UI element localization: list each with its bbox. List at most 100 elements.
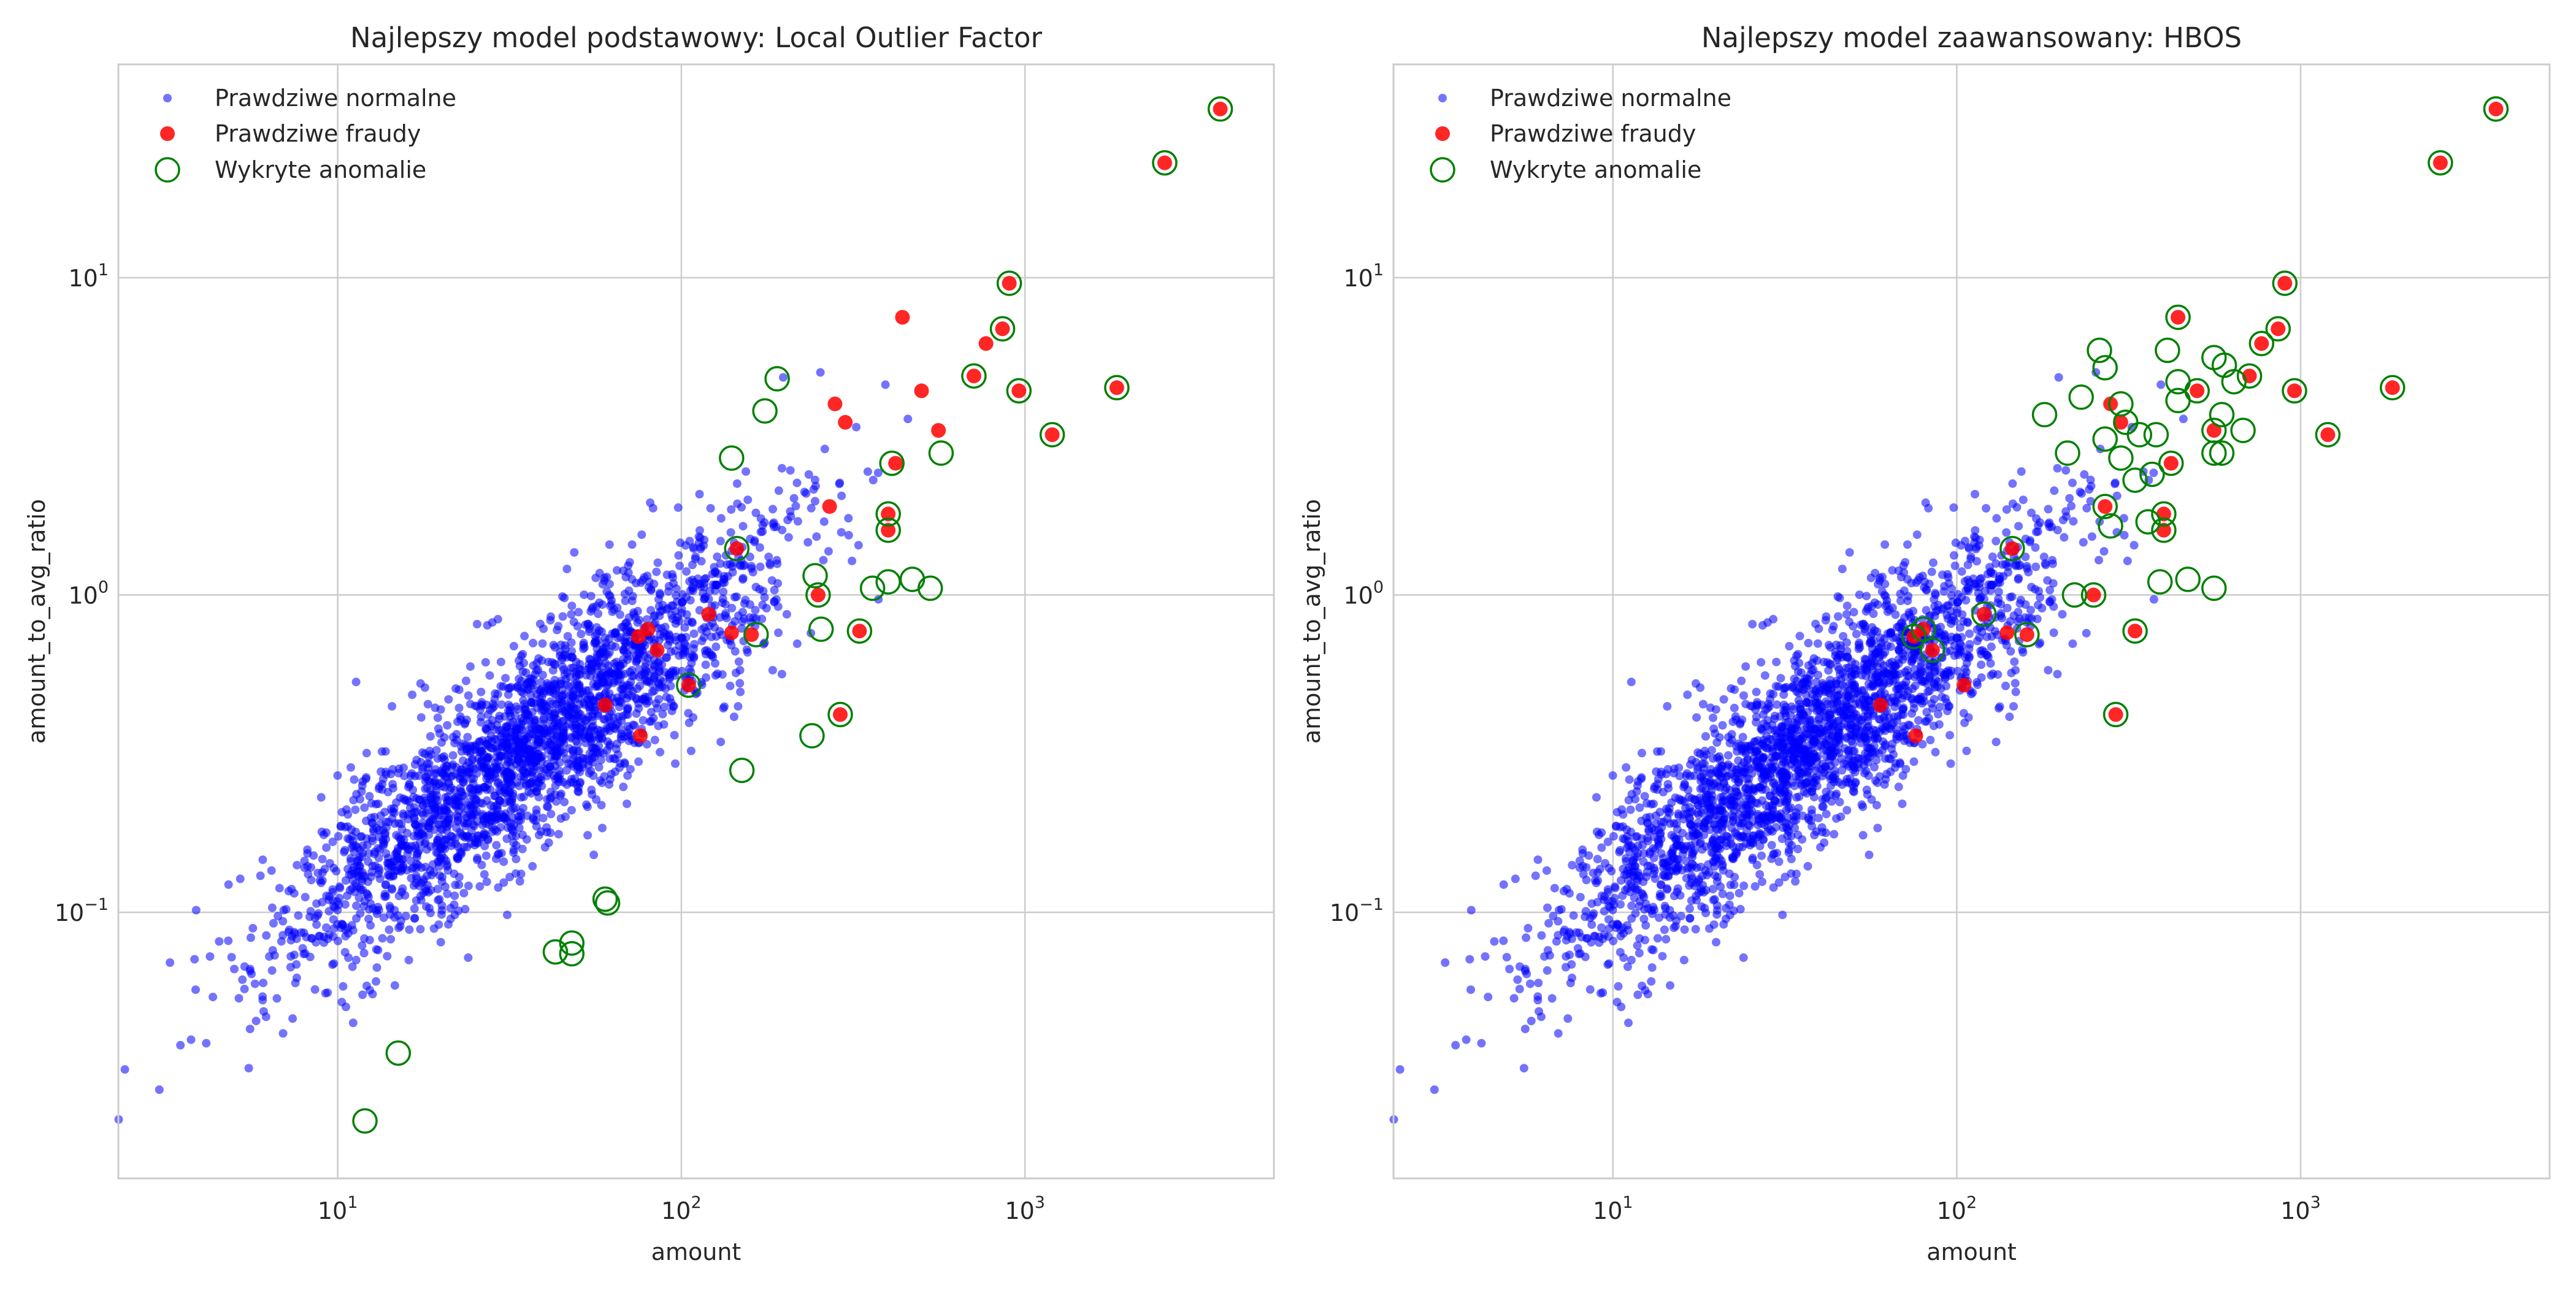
normal-point — [670, 731, 679, 739]
fraud-point — [827, 397, 842, 411]
normal-point — [1555, 906, 1563, 915]
normal-point — [1988, 670, 1997, 678]
normal-point — [2065, 494, 2074, 503]
normal-point — [756, 563, 765, 571]
normal-point — [1842, 610, 1851, 619]
normal-point — [558, 747, 566, 755]
normal-point — [301, 893, 310, 901]
normal-point — [373, 963, 381, 972]
normal-point — [608, 608, 616, 616]
normal-point — [567, 760, 576, 769]
normal-point — [626, 765, 635, 774]
normal-point — [1627, 901, 1636, 910]
normal-point — [1720, 814, 1728, 823]
normal-point — [628, 575, 637, 584]
normal-point — [1865, 771, 1873, 780]
normal-point — [1748, 620, 1757, 628]
normal-point — [499, 879, 508, 887]
normal-point — [583, 831, 592, 839]
normal-point — [603, 746, 611, 755]
normal-point — [1972, 678, 1981, 687]
normal-point — [1638, 749, 1646, 757]
normal-point — [307, 934, 316, 942]
normal-point — [675, 562, 684, 570]
normal-point — [432, 849, 441, 857]
normal-point — [592, 639, 600, 647]
normal-point — [733, 479, 742, 488]
normal-point — [1778, 910, 1787, 919]
normal-point — [456, 716, 465, 724]
normal-point — [1936, 623, 1945, 632]
normal-point — [713, 581, 722, 589]
normal-point — [718, 598, 727, 607]
normal-point — [1717, 761, 1726, 770]
normal-point — [494, 849, 503, 858]
normal-point — [736, 666, 745, 674]
normal-point — [532, 817, 540, 825]
normal-point — [778, 464, 786, 473]
normal-point — [1917, 697, 1925, 705]
normal-point — [1477, 1039, 1485, 1048]
normal-point — [1992, 514, 2001, 522]
normal-point — [1938, 693, 1946, 701]
normal-point — [1628, 871, 1637, 880]
normal-point — [607, 770, 616, 779]
normal-point — [1522, 970, 1531, 979]
normal-point — [1686, 914, 1695, 923]
normal-point — [1947, 584, 1956, 593]
normal-point — [811, 497, 819, 506]
normal-point — [463, 804, 472, 813]
normal-point — [391, 981, 399, 990]
normal-point — [482, 852, 491, 860]
normal-point — [323, 934, 332, 943]
normal-point — [1889, 677, 1898, 685]
normal-point — [318, 855, 327, 863]
normal-point — [573, 787, 582, 795]
normal-point — [396, 793, 404, 802]
normal-point — [268, 966, 277, 975]
normal-point — [1825, 771, 1834, 780]
fraud-point — [995, 321, 1010, 336]
normal-point — [588, 696, 597, 704]
normal-point — [1627, 806, 1635, 814]
normal-point — [293, 861, 301, 869]
normal-point — [2024, 568, 2033, 576]
normal-point — [1609, 832, 1618, 841]
normal-point — [190, 955, 199, 964]
normal-point — [1688, 756, 1696, 765]
normal-point — [532, 690, 541, 699]
normal-point — [700, 633, 708, 642]
normal-point — [506, 703, 515, 711]
normal-point — [520, 632, 529, 640]
normal-point — [393, 855, 402, 863]
normal-point — [738, 617, 747, 626]
series-detected-points — [353, 97, 1232, 1133]
normal-point — [478, 800, 487, 808]
detected-point — [730, 759, 754, 782]
normal-point — [449, 751, 458, 760]
normal-point — [1931, 590, 1940, 599]
normal-point — [1505, 965, 1514, 974]
normal-point — [793, 639, 802, 648]
normal-point — [618, 712, 627, 720]
normal-point — [444, 792, 453, 801]
normal-point — [675, 617, 684, 625]
normal-point — [545, 839, 553, 847]
normal-point — [1972, 545, 1980, 554]
normal-point — [428, 815, 437, 823]
normal-point — [493, 720, 501, 729]
normal-point — [347, 854, 355, 863]
normal-point — [739, 574, 748, 582]
normal-point — [258, 855, 267, 864]
normal-point — [572, 672, 581, 681]
normal-point — [696, 533, 705, 542]
normal-point — [418, 763, 427, 772]
normal-point — [411, 841, 420, 850]
normal-point — [2156, 380, 2165, 389]
normal-point — [350, 776, 358, 784]
normal-point — [628, 540, 637, 549]
normal-point — [628, 597, 637, 605]
normal-point — [1960, 709, 1968, 717]
normal-point — [1636, 872, 1645, 881]
